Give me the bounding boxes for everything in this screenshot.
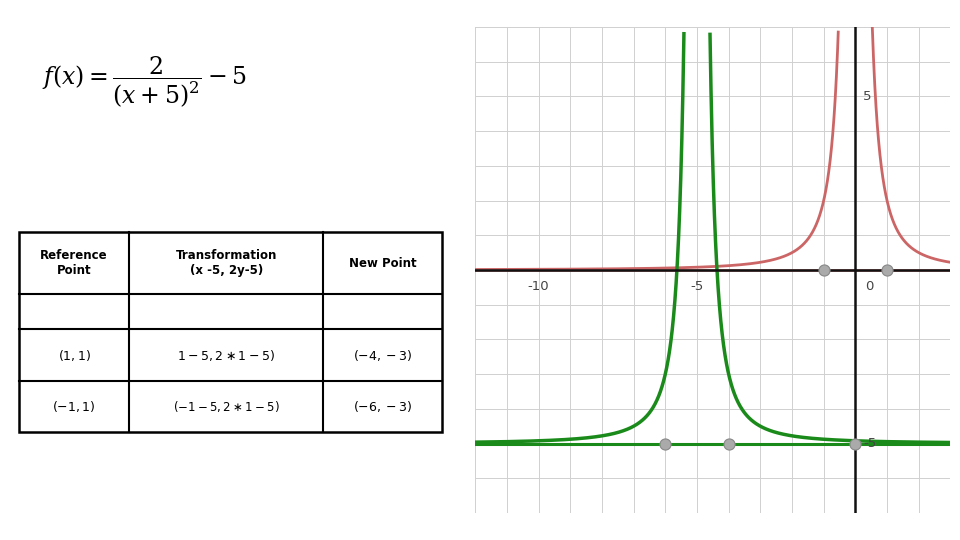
Text: -5: -5	[690, 280, 704, 293]
Text: -5: -5	[863, 437, 876, 450]
Text: $(1,1)$: $(1,1)$	[58, 348, 90, 362]
Text: New Point: New Point	[348, 256, 417, 270]
Text: $f(x) = \dfrac{2}{(x+5)^2} - 5$: $f(x) = \dfrac{2}{(x+5)^2} - 5$	[41, 54, 247, 109]
Text: $(-4,-3)$: $(-4,-3)$	[353, 348, 412, 362]
Text: $(-1,1)$: $(-1,1)$	[53, 399, 96, 414]
Text: 5: 5	[863, 90, 872, 103]
Bar	[19, 232, 442, 432]
Text: $1-5, 2\ast1-5)$: $1-5, 2\ast1-5)$	[178, 348, 276, 362]
Text: 0: 0	[865, 280, 874, 293]
Text: -10: -10	[528, 280, 549, 293]
Text: Reference
Point: Reference Point	[40, 249, 108, 277]
Text: $(-1-5, 2\ast1-5)$: $(-1-5, 2\ast1-5)$	[173, 399, 279, 414]
Text: Transformation
(x -5, 2y-5): Transformation (x -5, 2y-5)	[176, 249, 276, 277]
Text: $(-6,-3)$: $(-6,-3)$	[353, 399, 412, 414]
